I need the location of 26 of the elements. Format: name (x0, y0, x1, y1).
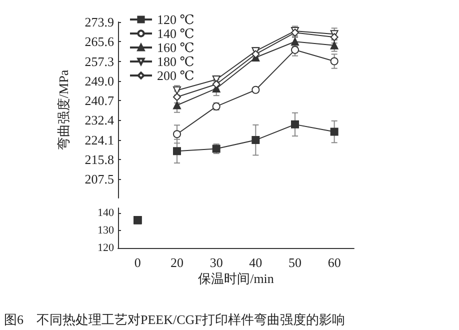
y-tick-label: 130 (98, 224, 114, 237)
y-tick-label: 224.1 (84, 132, 114, 148)
x-tick-label: 40 (249, 255, 262, 270)
x-axis-title: 保温时间/min (198, 271, 274, 286)
y-axis-title: 弯曲强度/MPa (56, 70, 71, 150)
legend-label: 180 ℃ (157, 54, 194, 69)
x-tick-label: 60 (328, 255, 341, 270)
x-tick-label: 20 (170, 255, 184, 270)
y-tick-label: 120 (98, 242, 114, 254)
y-tick-label: 273.9 (84, 14, 114, 30)
legend-label: 120 ℃ (157, 12, 194, 27)
y-tick-label: 232.4 (84, 112, 114, 128)
x-tick-label: 0 (134, 255, 141, 270)
legend-label: 200 ℃ (157, 68, 194, 83)
legend-label: 140 ℃ (157, 26, 194, 41)
y-tick-label: 257.3 (84, 54, 114, 69)
y-tick-label: 249.0 (84, 73, 114, 88)
y-tick-label: 215.8 (84, 152, 114, 167)
y-tick-label: 207.5 (84, 172, 114, 187)
y-tick-label: 265.6 (84, 34, 114, 50)
x-tick-label: 30 (210, 255, 223, 270)
caption: 图6 不同热处理工艺对PEEK/CGF打印样件弯曲强度的影响 (4, 312, 345, 327)
x-tick-label: 50 (288, 255, 302, 270)
legend-label: 160 ℃ (157, 40, 194, 55)
y-tick-label: 240.7 (84, 93, 114, 108)
y-tick-label: 140 (98, 207, 114, 220)
